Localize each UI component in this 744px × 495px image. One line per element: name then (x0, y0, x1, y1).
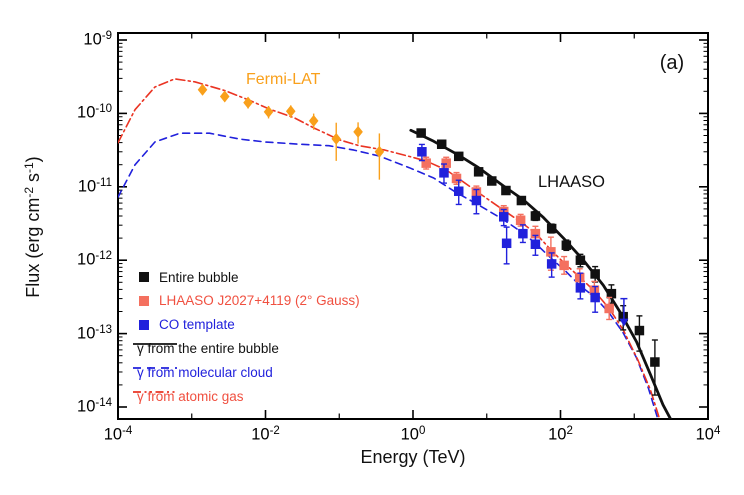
legend-label: γ from atomic gas (137, 388, 244, 404)
series-fermi-lat (197, 83, 385, 180)
legend-label: CO template (159, 317, 235, 333)
series-entire-bubble (416, 128, 660, 396)
x-axis-tick-label: 10-2 (251, 425, 280, 444)
y-axis-tick-label: 10-9 (83, 30, 112, 49)
legend-label: γ from molecular cloud (137, 364, 273, 380)
legend-item-1: LHAASO J2027+4119 (2° Gauss) (131, 291, 360, 311)
legend-line-swatch (133, 367, 177, 370)
x-axis-tick-label: 100 (400, 425, 426, 444)
legend-item-3: γ from the entire bubble (131, 338, 279, 358)
legend-line-swatch (133, 391, 177, 393)
x-axis-tick-label: 10-4 (103, 425, 133, 444)
curve-entire-bubble (409, 128, 672, 419)
legend-square-swatch (139, 295, 149, 306)
x-axis-title: Energy (TeV) (360, 447, 466, 467)
panel-label: (a) (659, 52, 685, 74)
legend-item-5: γ from atomic gas (131, 386, 244, 406)
legend-item-0: Entire bubble (131, 267, 239, 287)
legend-line-swatch (133, 343, 177, 346)
lhaaso-annotation: LHAASO (538, 173, 605, 191)
axis-ticks (117, 33, 709, 419)
legend-label: LHAASO J2027+4119 (2° Gauss) (159, 293, 360, 309)
y-axis-tick-label: 10-13 (77, 323, 112, 343)
legend-square-swatch (139, 319, 149, 330)
legend-square-swatch (139, 272, 149, 282)
x-axis-tick-label: 104 (695, 425, 721, 444)
y-axis-title: Flux (erg cm-2 s-1) (22, 156, 43, 298)
plot-frame (117, 32, 709, 420)
y-axis-tick-label: 10-14 (77, 397, 112, 416)
x-axis-tick-label: 102 (548, 425, 573, 444)
series-co-template (417, 143, 629, 327)
legend-item-2: CO template (131, 315, 235, 335)
fermi-lat-annotation: Fermi-LAT (246, 71, 321, 88)
y-axis-tick-label: 10-11 (77, 176, 112, 196)
legend-item-4: γ from molecular cloud (131, 362, 273, 382)
legend-label: Entire bubble (159, 269, 239, 285)
y-axis-tick-label: 10-12 (77, 250, 112, 269)
y-axis-tick-label: 10-10 (77, 103, 112, 122)
upper-limit-arrow (619, 318, 629, 327)
